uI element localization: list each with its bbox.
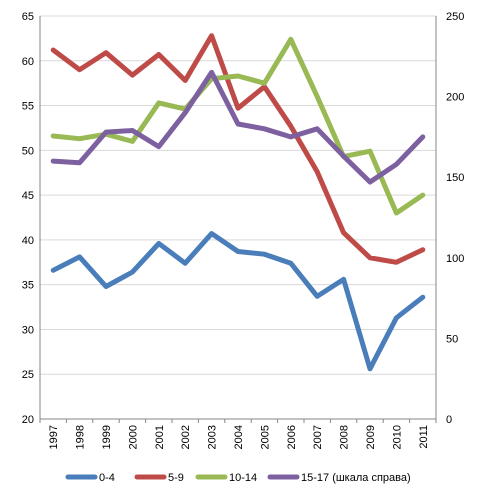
x-tick-label: 2009	[365, 425, 377, 449]
legend-label: 0-4	[99, 472, 115, 484]
series-lines	[50, 33, 426, 372]
left-tick-label: 65	[22, 11, 34, 23]
legend: 0-4 5-9 10-14 15-17 (шкала справа)	[65, 472, 411, 484]
x-tick-label: 2003	[207, 425, 219, 449]
series-line-10-14	[50, 36, 426, 216]
x-tick-label: 2000	[127, 425, 139, 449]
right-tick-label: 100	[446, 253, 464, 265]
left-axis-ticks: 20 25 30 35 40 45 50 55 60 65	[22, 11, 34, 426]
legend-label: 15-17 (шкала справа)	[301, 472, 411, 484]
left-tick-label: 55	[22, 101, 34, 113]
axes	[39, 16, 437, 420]
right-axis-ticks: 0 50 100 150 200 250	[446, 11, 464, 426]
left-tick-label: 30	[22, 324, 34, 336]
x-tick-label: 2008	[339, 425, 351, 449]
x-tick-label: 2004	[233, 425, 245, 449]
left-tick-label: 45	[22, 190, 34, 202]
x-axis-ticks: 1997 1998 1999 2000 2001 2002 2003 2004 2005 2006…	[39, 419, 437, 449]
x-tick-label: 2006	[286, 425, 298, 449]
right-tick-label: 250	[446, 11, 464, 23]
right-tick-label: 150	[446, 172, 464, 184]
x-tick-label: 1997	[48, 425, 60, 449]
legend-label: 10-14	[229, 472, 257, 484]
series-line-15-17	[50, 69, 426, 185]
x-tick-label: 1998	[75, 425, 87, 449]
left-tick-label: 20	[22, 414, 34, 426]
left-tick-label: 35	[22, 280, 34, 292]
x-tick-label: 1999	[101, 425, 113, 449]
legend-label: 5-9	[168, 472, 184, 484]
right-tick-label: 200	[446, 92, 464, 104]
left-tick-label: 60	[22, 56, 34, 68]
x-tick-label: 2010	[391, 425, 403, 449]
left-tick-label: 50	[22, 145, 34, 157]
series-line-5-9	[50, 33, 426, 265]
right-tick-label: 50	[446, 333, 458, 345]
x-tick-label: 2005	[259, 425, 271, 449]
series-line-0-4	[50, 231, 426, 372]
x-tick-label: 2007	[312, 425, 324, 449]
left-tick-label: 40	[22, 235, 34, 247]
right-tick-label: 0	[446, 414, 452, 426]
left-tick-label: 25	[22, 369, 34, 381]
x-tick-label: 2002	[180, 425, 192, 449]
x-tick-label: 2001	[154, 425, 166, 449]
x-tick-label: 2011	[418, 425, 430, 449]
gridlines	[40, 15, 436, 375]
